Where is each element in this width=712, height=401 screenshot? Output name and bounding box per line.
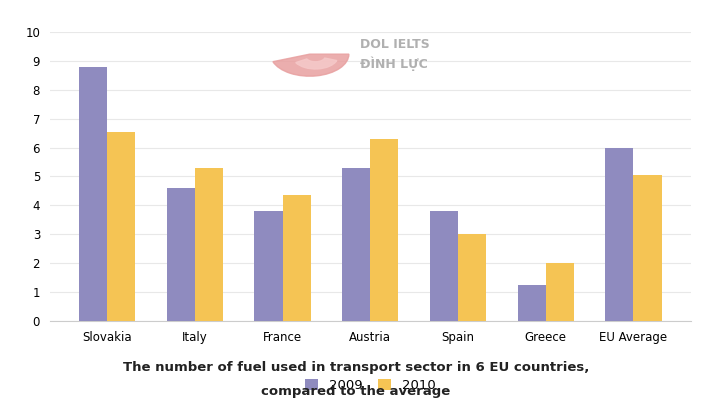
Bar <box>167 188 195 321</box>
Bar <box>107 132 135 321</box>
Bar <box>283 195 310 321</box>
Bar <box>634 175 661 321</box>
Bar <box>430 211 458 321</box>
Text: The number of fuel used in transport sector in 6 EU countries,: The number of fuel used in transport sec… <box>122 361 590 374</box>
Bar <box>79 67 107 321</box>
Bar <box>195 168 223 321</box>
Bar <box>254 211 283 321</box>
Legend: 2009, 2010: 2009, 2010 <box>300 374 441 397</box>
Bar <box>370 139 398 321</box>
Text: ĐÌNH LỰC: ĐÌNH LỰC <box>360 57 427 71</box>
Text: DOL IELTS: DOL IELTS <box>360 38 429 51</box>
Text: compared to the average: compared to the average <box>261 385 451 398</box>
Bar <box>342 168 370 321</box>
Bar <box>605 148 634 321</box>
Bar <box>518 285 545 321</box>
Bar <box>458 234 486 321</box>
Bar <box>545 263 574 321</box>
